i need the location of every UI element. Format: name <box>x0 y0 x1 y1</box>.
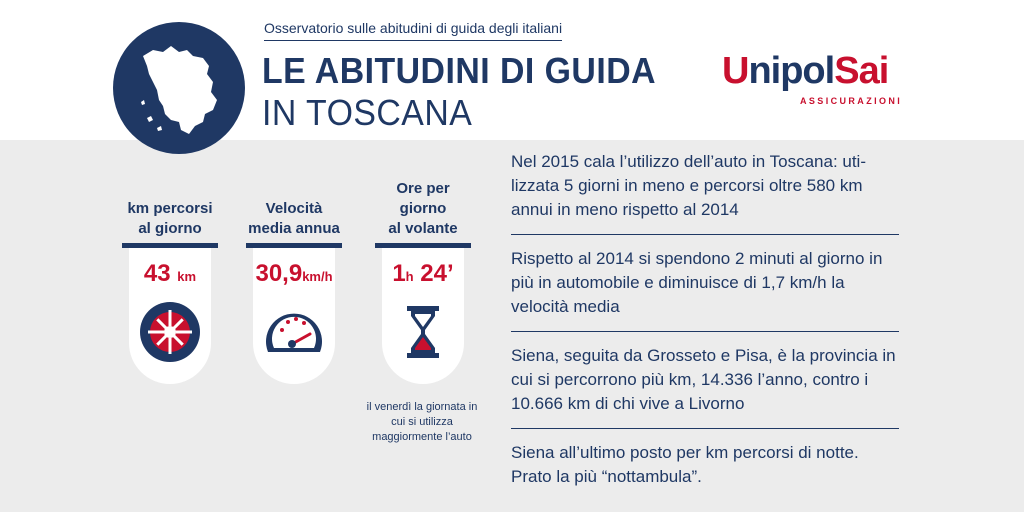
stat-card: 30,9km/h <box>253 248 335 384</box>
speedometer-icon <box>266 313 322 352</box>
stat-value: 43 km <box>129 260 211 288</box>
facts-list: Nel 2015 cala l’utilizzo dell’auto in To… <box>511 150 899 499</box>
stat-hours: 1 <box>392 260 406 287</box>
stat-number: 43 <box>143 260 171 287</box>
stat-minutes: 24’ <box>420 260 454 287</box>
stat-label-line1: Ore per giorno <box>396 180 450 217</box>
stat-label: Ore per giorno al volante <box>375 180 471 239</box>
page-title: LE ABITUDINI DI GUIDA <box>262 50 657 91</box>
stat-divider <box>375 243 471 248</box>
stat-value: 1h 24’ <box>382 260 464 288</box>
stat-value: 30,9km/h <box>253 260 335 288</box>
stat-hours-unit: h <box>405 269 414 284</box>
fact-item: Rispetto al 2014 si spendono 2 minuti al… <box>511 249 883 316</box>
stat-label-line2: al volante <box>388 220 458 237</box>
stat-card: 1h 24’ <box>382 248 464 384</box>
stat-hours-per-day: Ore per giorno al volante 1h 24’ <box>375 180 471 384</box>
footnote: il venerdì la giornata in cui si utilizz… <box>366 401 478 443</box>
logo-wordmark: UnipolSai <box>722 50 889 93</box>
stat-unit: km <box>177 269 197 284</box>
stat-card: 43 km <box>129 248 211 384</box>
fact-item: Siena all’ultimo posto per km percorsi d… <box>511 443 859 486</box>
subtitle: Osservatorio sulle abitudini di guida de… <box>264 20 563 41</box>
wheel-icon <box>140 302 200 362</box>
divider <box>511 234 899 235</box>
fact-item: Nel 2015 cala l’utilizzo dell’auto in To… <box>511 152 866 219</box>
unipolsai-logo: UnipolSai ASSICURAZIONI <box>722 50 912 112</box>
tuscany-map-icon <box>113 22 245 154</box>
stat-label-line1: Velocità <box>265 200 323 217</box>
logo-letter-u: U <box>722 50 749 92</box>
stat-label-line2: al giorno <box>138 220 202 237</box>
stat-label: km percorsi al giorno <box>122 195 218 239</box>
hourglass-icon <box>407 306 439 358</box>
logo-subtitle: ASSICURAZIONI <box>800 96 903 106</box>
fact-item: Siena, seguita da Grosseto e Pisa, è la … <box>511 346 896 413</box>
stat-divider <box>122 243 218 248</box>
divider <box>511 428 899 429</box>
stat-label: Velocità media annua <box>246 195 342 239</box>
stat-divider <box>246 243 342 248</box>
divider <box>511 331 899 332</box>
logo-word-nipol: nipol <box>748 50 835 92</box>
page-title-line2: IN TOSCANA <box>262 92 473 133</box>
stat-label-line1: km percorsi <box>127 200 213 217</box>
stat-label-line2: media annua <box>248 220 340 237</box>
stat-unit: km/h <box>302 269 333 284</box>
stat-number: 30,9 <box>255 260 303 287</box>
stat-km-per-day: km percorsi al giorno 43 km <box>122 195 218 384</box>
logo-word-sai: Sai <box>834 50 889 92</box>
stat-average-speed: Velocità media annua 30,9km/h <box>246 195 342 384</box>
